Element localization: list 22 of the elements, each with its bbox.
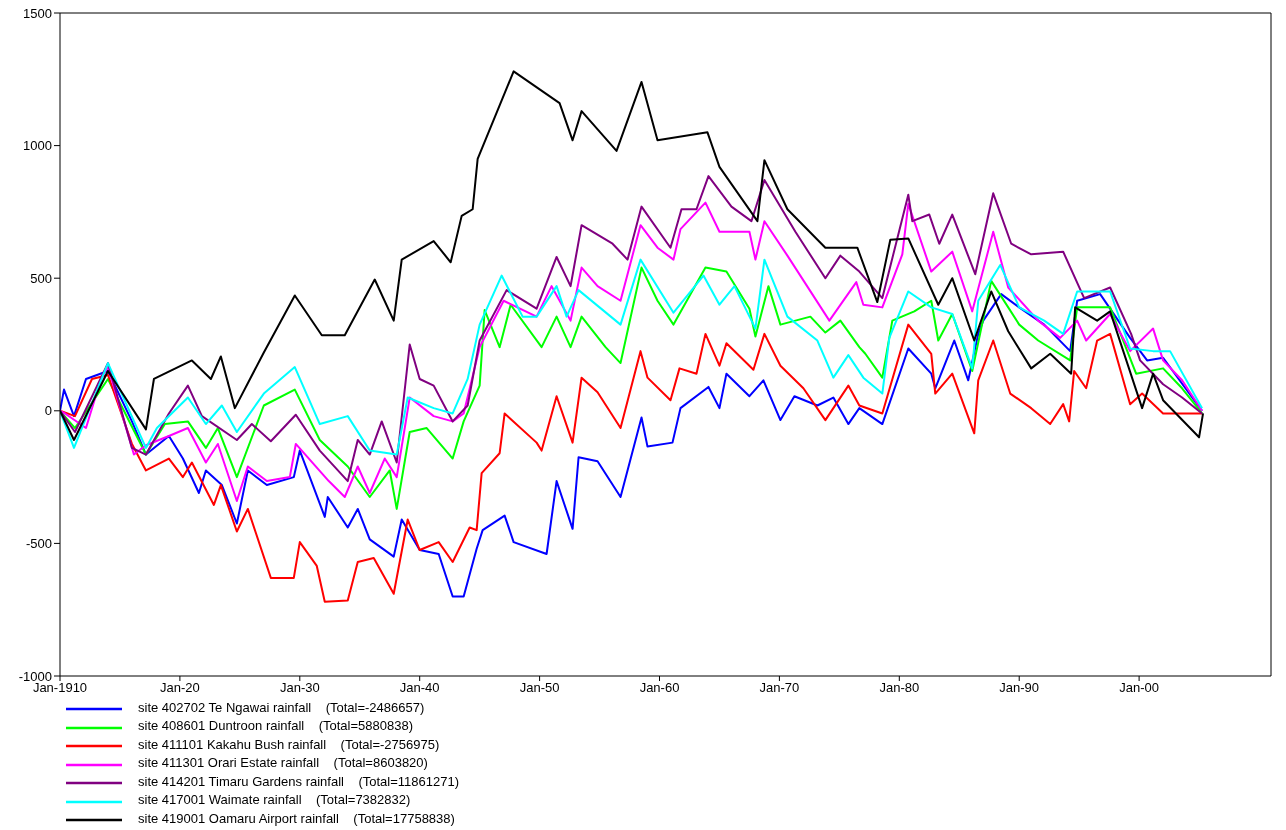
x-tick-label: Jan-30 (279, 680, 320, 696)
x-tick-label: Jan-50 (519, 680, 560, 696)
legend-label: site 419001 Oamaru Airport rainfall (Total=17758838) (138, 810, 455, 826)
x-tick-label: Jan-40 (399, 680, 440, 696)
legend-label: site 411101 Kakahu Bush rainfall (Total=-2756975) (138, 736, 440, 752)
legend-label: site 408601 Duntroon rainfall (Total=5880838) (138, 718, 413, 734)
x-tick-label: Jan-90 (999, 680, 1040, 696)
x-tick-label: Jan-00 (1119, 680, 1159, 696)
legend-label: site 417001 Waimate rainfall (Total=7382832) (138, 792, 411, 808)
x-tick-label: Jan-20 (160, 680, 200, 696)
y-tick-label: 1000 (23, 138, 52, 154)
x-tick-label: Jan-80 (879, 680, 920, 696)
legend-label: site 411301 Orari Estate rainfall (Total=8603820) (138, 755, 428, 771)
legend-label: site 414201 Timaru Gardens rainfall (Total=11861271) (138, 773, 459, 789)
legend-label: site 402702 Te Ngawai rainfall (Total=-2486657) (138, 699, 425, 715)
y-tick-label: 0 (44, 403, 52, 419)
y-tick-label: -500 (25, 536, 52, 552)
y-tick-label: 1500 (23, 5, 52, 21)
y-tick-label: 500 (30, 270, 52, 286)
x-tick-label: Jan-70 (759, 680, 800, 696)
x-tick-label: Jan-60 (639, 680, 680, 696)
line-series (60, 258, 1204, 456)
